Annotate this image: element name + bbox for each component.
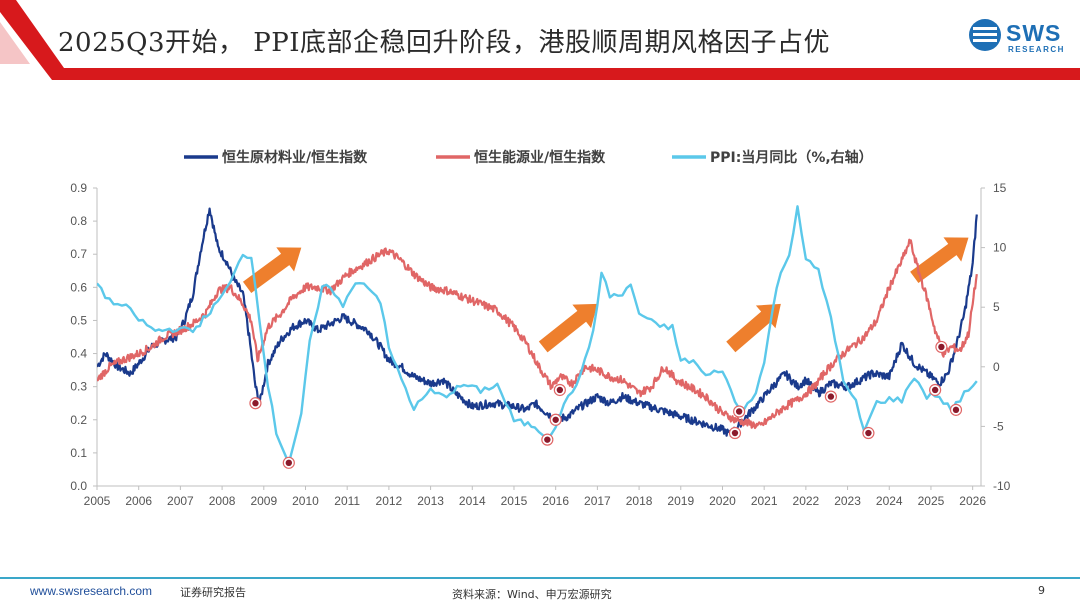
chart-legend: 恒生原材料业/恒生指数 恒生能源业/恒生指数 PPI:当月同比（%,右轴） xyxy=(184,149,873,166)
x-tick-label: 2018 xyxy=(626,494,653,508)
trough-marker xyxy=(735,408,743,415)
logo-text: SWS xyxy=(1006,20,1062,46)
x-tick-label: 2011 xyxy=(334,494,360,508)
y-right-tick-label: -10 xyxy=(993,479,1011,493)
y-left-tick-label: 0.1 xyxy=(70,446,87,460)
x-tick-label: 2013 xyxy=(417,494,444,508)
footer-source: 资料来源：Wind、申万宏源研究 xyxy=(452,588,612,601)
trough-marker xyxy=(827,393,835,400)
legend-label-2: 恒生能源业/恒生指数 xyxy=(474,149,606,166)
trough-markers xyxy=(249,340,963,469)
trough-marker xyxy=(252,400,259,407)
y-left-tick-label: 0.4 xyxy=(70,347,87,361)
x-tick-label: 2019 xyxy=(667,494,694,508)
page-title: 2025Q3开始， PPI底部企稳回升阶段，港股顺周期风格因子占优 xyxy=(58,28,831,58)
x-tick-label: 2016 xyxy=(542,494,569,508)
trend-arrow xyxy=(726,303,781,353)
logo-subtext: RESEARCH xyxy=(1008,45,1065,54)
y-left-tick-label: 0.8 xyxy=(70,214,87,228)
x-tick-label: 2009 xyxy=(250,494,277,508)
series-line-2 xyxy=(97,238,978,430)
sws-logo-icon xyxy=(969,19,1001,51)
y-left-tick-label: 0.9 xyxy=(70,181,87,195)
y-left-tick-label: 0.0 xyxy=(70,479,87,493)
x-tick-label: 2021 xyxy=(751,494,778,508)
trend-arrow xyxy=(538,303,598,353)
chart-series xyxy=(97,205,978,465)
trough-marker xyxy=(865,429,872,437)
x-tick-label: 2014 xyxy=(459,494,486,508)
x-tick-label: 2015 xyxy=(501,494,528,508)
x-tick-label: 2022 xyxy=(793,494,820,508)
trough-marker xyxy=(285,459,293,467)
x-tick-label: 2012 xyxy=(376,494,403,508)
trough-marker xyxy=(952,406,960,414)
x-tick-label: 2024 xyxy=(876,494,903,508)
legend-label-3: PPI:当月同比（%,右轴） xyxy=(710,149,873,166)
x-tick-label: 2006 xyxy=(125,494,152,508)
trough-marker xyxy=(552,416,559,423)
x-tick-label: 2023 xyxy=(834,494,861,508)
y-right-tick-label: 5 xyxy=(993,300,1000,314)
series-line-3 xyxy=(97,205,978,465)
trend-arrow xyxy=(242,247,302,293)
x-tick-label: 2017 xyxy=(584,494,611,508)
y-left-tick-label: 0.3 xyxy=(70,380,87,394)
y-right-tick-label: 15 xyxy=(993,181,1007,195)
trough-marker xyxy=(731,429,739,437)
trend-arrow-shape xyxy=(242,247,302,293)
sws-logo: SWS RESEARCH xyxy=(968,18,1068,60)
chart-axes: 0.9 0.8 0.7 0.6 0.5 0.4 0.3 0.2 0.1 0.0 15 10 5 0 -5 -1… xyxy=(70,181,1010,508)
x-tick-label: 2008 xyxy=(209,494,236,508)
footer-divider xyxy=(0,577,1080,579)
x-tick-label: 2010 xyxy=(292,494,319,508)
trough-marker xyxy=(544,436,551,443)
trough-marker xyxy=(556,386,564,394)
x-tick-label: 2020 xyxy=(709,494,736,508)
legend-label-1: 恒生原材料业/恒生指数 xyxy=(222,149,368,166)
x-tick-label: 2026 xyxy=(959,494,986,508)
y-left-tick-label: 0.2 xyxy=(70,413,87,427)
y-right-tick-label: -5 xyxy=(993,419,1004,433)
series-line-1 xyxy=(97,207,978,437)
footer-label: 证券研究报告 xyxy=(180,586,246,599)
x-tick-label: 2007 xyxy=(167,494,194,508)
footer-url[interactable]: www.swsresearch.com xyxy=(30,584,153,598)
chart: 恒生原材料业/恒生指数 恒生能源业/恒生指数 PPI:当月同比（%,右轴） 0.90… xyxy=(70,149,1010,508)
trend-arrows xyxy=(242,237,969,353)
page-number: 9 xyxy=(1038,584,1045,597)
title-banner-shape xyxy=(0,0,1080,80)
y-right-tick-label: 10 xyxy=(993,241,1007,255)
y-left-tick-label: 0.6 xyxy=(70,280,87,294)
trough-marker xyxy=(938,343,945,351)
trough-marker xyxy=(931,386,939,394)
x-tick-label: 2025 xyxy=(918,494,945,508)
y-left-tick-label: 0.5 xyxy=(70,313,87,327)
trend-arrow-shape xyxy=(538,303,598,353)
y-left-tick-label: 0.7 xyxy=(70,247,87,261)
trend-arrow-shape xyxy=(910,237,969,284)
trend-arrow xyxy=(910,237,969,284)
trend-arrow-shape xyxy=(726,303,781,353)
x-tick-label: 2005 xyxy=(84,494,111,508)
y-right-tick-label: 0 xyxy=(993,360,1000,374)
